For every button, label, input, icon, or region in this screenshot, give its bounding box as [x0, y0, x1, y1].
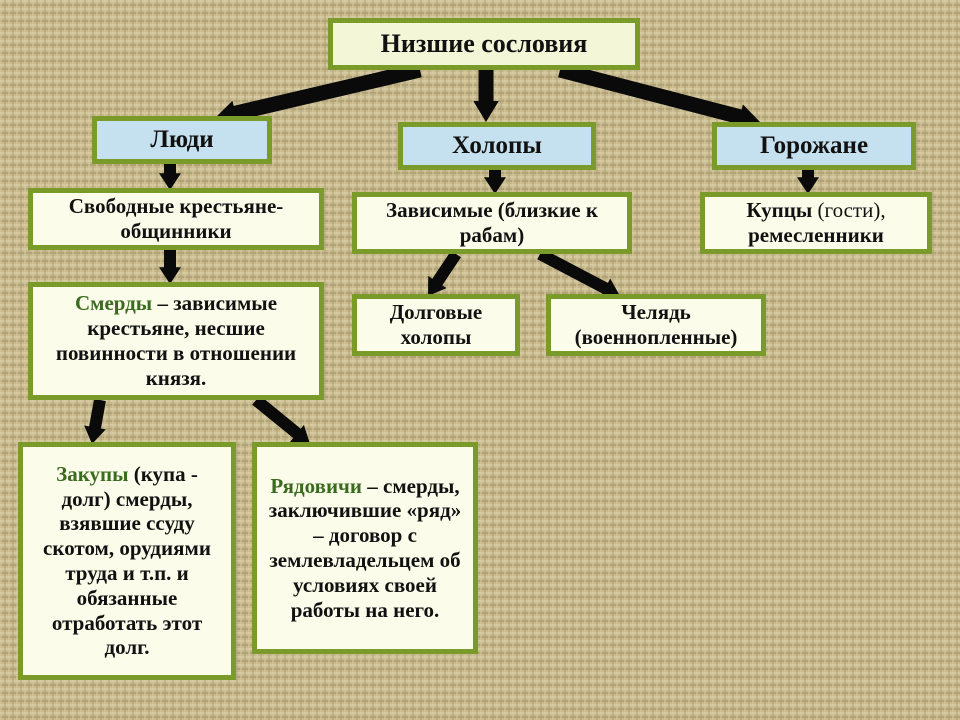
- node-svobodnye: Свободные крестьяне-общинники: [28, 188, 324, 250]
- node-lyudi: Люди: [92, 116, 272, 164]
- node-chelyad: Челядь (военнопленные): [546, 294, 766, 356]
- node-smerdy-label: Смерды – зависимые крестьяне, несшие пов…: [41, 291, 311, 390]
- node-zakupy: Закупы (купа - долг) смерды, взявшие ссу…: [18, 442, 236, 680]
- node-chelyad-label: Челядь (военнопленные): [559, 300, 753, 350]
- node-ryadovichi: Рядовичи – смерды, заключившие «ряд» – д…: [252, 442, 478, 654]
- node-gorozhane: Горожане: [712, 122, 916, 170]
- node-zakupy-label: Закупы (купа - долг) смерды, взявшие ссу…: [31, 462, 223, 660]
- node-dolgovye-label: Долговые холопы: [365, 300, 507, 350]
- node-zavisimye: Зависимые (близкие к рабам): [352, 192, 632, 254]
- node-dolgovye: Долговые холопы: [352, 294, 520, 356]
- node-kuptsy-label: Купцы (гости), ремесленники: [713, 198, 919, 248]
- node-kholopy-label: Холопы: [452, 131, 542, 161]
- node-lyudi-label: Люди: [150, 125, 213, 155]
- node-svobodnye-label: Свободные крестьяне-общинники: [41, 194, 311, 244]
- node-zavisimye-label: Зависимые (близкие к рабам): [365, 198, 619, 248]
- node-root-label: Низшие сословия: [381, 29, 588, 60]
- node-smerdy: Смерды – зависимые крестьяне, несшие пов…: [28, 282, 324, 400]
- node-root: Низшие сословия: [328, 18, 640, 70]
- node-kholopy: Холопы: [398, 122, 596, 170]
- node-kuptsy: Купцы (гости), ремесленники: [700, 192, 932, 254]
- node-ryadovichi-label: Рядовичи – смерды, заключившие «ряд» – д…: [265, 474, 465, 623]
- node-gorozhane-label: Горожане: [760, 131, 868, 161]
